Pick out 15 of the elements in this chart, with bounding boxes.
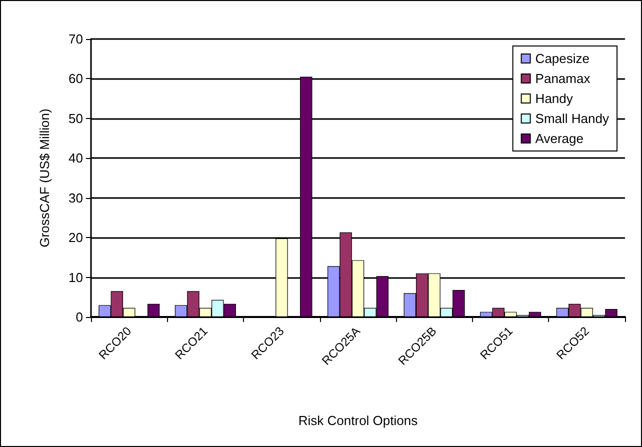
y-tick-label: 10 xyxy=(68,270,83,285)
legend-label: Panamax xyxy=(535,71,591,86)
legend-label: Small Handy xyxy=(535,111,610,126)
y-tick-label: 30 xyxy=(68,190,83,206)
legend-label: Handy xyxy=(535,91,574,106)
y-tick-label: 20 xyxy=(68,230,83,246)
y-tick-label: 60 xyxy=(68,71,83,86)
y-tick-label: 40 xyxy=(68,150,83,166)
legend-label: Capesize xyxy=(535,51,590,66)
y-tick-label: 0 xyxy=(76,310,83,324)
y-tick-label: 70 xyxy=(68,32,83,46)
y-axis-title: GrossCAF (US$ Million) xyxy=(37,108,52,248)
legend-label: Average xyxy=(535,131,584,146)
y-tick-label: 50 xyxy=(68,110,83,126)
x-axis-title: Risk Control Options xyxy=(298,413,418,428)
